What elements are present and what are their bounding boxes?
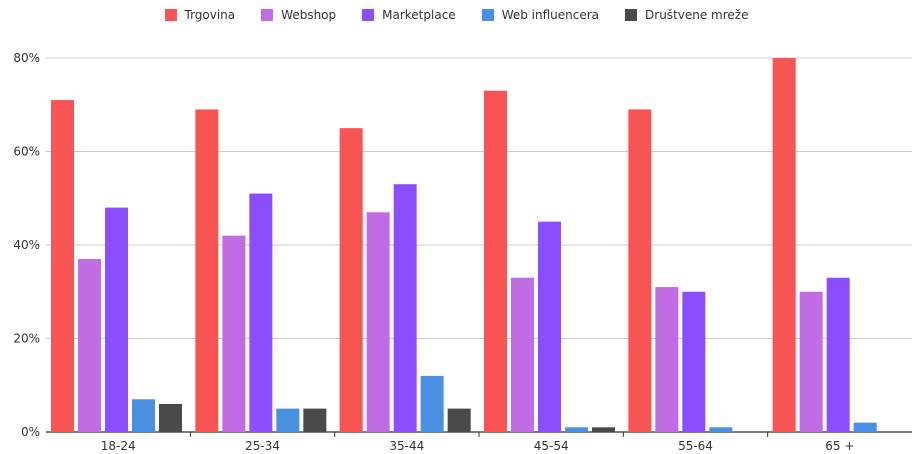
bar-dru-tvene-mre-e xyxy=(159,403,182,432)
bar-marketplace xyxy=(826,277,850,432)
legend-swatch xyxy=(481,9,494,21)
legend: Trgovina Webshop Marketplace Web influencer… xyxy=(0,8,913,22)
y-tick-label: 40% xyxy=(13,238,40,252)
bar-marketplace xyxy=(682,291,706,432)
legend-swatch xyxy=(261,9,274,21)
bar-trgovina xyxy=(772,58,796,432)
bar-webshop xyxy=(799,291,823,432)
x-tick-label: 45-54 xyxy=(534,439,569,453)
bar-webshop xyxy=(366,212,390,432)
x-tick-label: 35-44 xyxy=(389,439,424,453)
bar-web-influencera xyxy=(420,375,444,432)
x-tick-label: 65 + xyxy=(825,439,854,453)
bar-trgovina xyxy=(628,109,652,433)
bar-webshop xyxy=(78,259,101,432)
bar-trgovina xyxy=(339,128,363,432)
legend-item: Web influencera xyxy=(481,8,600,22)
legend-swatch xyxy=(362,9,375,21)
legend-item: Webshop xyxy=(261,8,336,22)
bar-dru-tvene-mre-e xyxy=(303,408,327,432)
legend-swatch xyxy=(625,9,638,21)
y-tick-label: 60% xyxy=(13,145,40,159)
bar-trgovina xyxy=(195,109,219,433)
legend-item: Trgovina xyxy=(164,8,236,22)
bar-web-influencera xyxy=(565,427,588,432)
bar-trgovina xyxy=(51,100,74,432)
legend-swatch xyxy=(164,9,177,21)
bar-web-influencera xyxy=(709,427,733,432)
legend-item: Marketplace xyxy=(362,8,456,22)
bar-webshop xyxy=(655,287,679,432)
y-tick-label: 20% xyxy=(13,332,40,346)
bar-marketplace xyxy=(105,207,128,432)
bar-web-influencera xyxy=(276,408,300,432)
legend-label: Trgovina xyxy=(184,8,236,22)
bar-dru-tvene-mre-e xyxy=(447,408,471,432)
x-tick-label: 55-64 xyxy=(678,439,713,453)
legend-label: Webshop xyxy=(281,8,337,22)
bar-dru-tvene-mre-e xyxy=(592,427,615,432)
y-tick-label: 0% xyxy=(21,425,40,439)
legend-item: Društvene mreže xyxy=(625,8,748,22)
legend-label: Marketplace xyxy=(382,8,456,22)
bar-webshop xyxy=(511,277,534,432)
bar-marketplace xyxy=(393,184,417,432)
bar-marketplace xyxy=(249,193,273,432)
legend-label: Društvene mreže xyxy=(645,8,749,22)
y-tick-label: 80% xyxy=(13,51,40,65)
bar-webshop xyxy=(222,235,246,432)
bar-marketplace xyxy=(538,221,561,432)
bar-trgovina xyxy=(484,90,507,432)
bar-web-influencera xyxy=(132,399,155,432)
x-tick-label: 25-34 xyxy=(245,439,280,453)
x-tick-label: 18-24 xyxy=(101,439,136,453)
bar-web-influencera xyxy=(853,422,877,432)
legend-label: Web influencera xyxy=(501,8,600,22)
